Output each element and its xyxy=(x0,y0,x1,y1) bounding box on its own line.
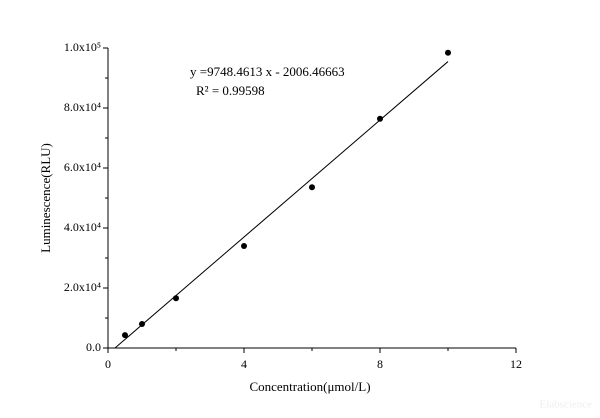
x-axis-label: Concentration(μmol/L) xyxy=(249,379,370,394)
fit-line xyxy=(114,61,449,349)
y-axis-label: Luminescence(RLU) xyxy=(38,143,53,253)
y-tick-label: 4.0x10⁴ xyxy=(64,220,101,234)
point xyxy=(377,115,383,122)
x-tick-label: 4 xyxy=(241,357,247,371)
point xyxy=(445,49,451,56)
y-tick-label: 1.0x10⁵ xyxy=(64,40,101,54)
r-squared: R² = 0.99598 xyxy=(196,83,265,98)
y-tick-label: 2.0x10⁴ xyxy=(64,280,101,294)
y-tick-label: 0.0 xyxy=(86,340,101,354)
x-tick-label: 8 xyxy=(377,357,383,371)
y-tick-label: 8.0x10⁴ xyxy=(64,100,101,114)
point xyxy=(122,332,128,339)
x-tick-label: 12 xyxy=(510,357,522,371)
x-tick-label: 0 xyxy=(105,357,111,371)
watermark: Elabscience xyxy=(539,399,592,411)
equation: y =9748.4613 x - 2006.46663 xyxy=(190,64,345,79)
point xyxy=(241,243,247,249)
point xyxy=(309,184,315,191)
y-tick-label: 6.0x10⁴ xyxy=(64,160,101,174)
